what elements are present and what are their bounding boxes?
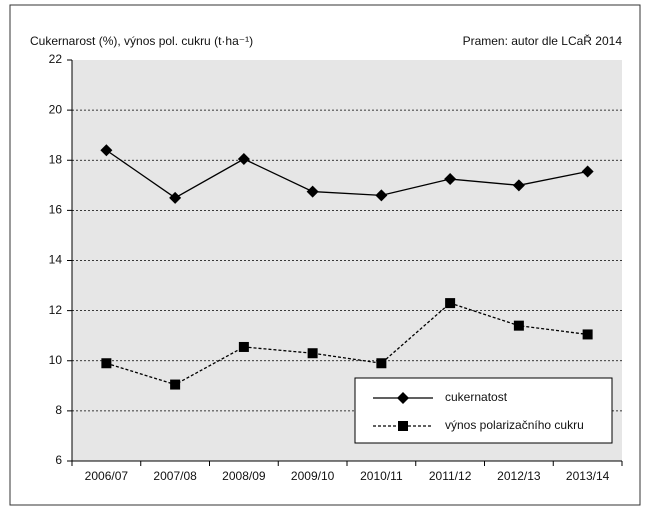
legend-label: cukernatost xyxy=(445,390,508,404)
y-tick-label: 10 xyxy=(49,353,63,367)
y-tick-label: 20 xyxy=(49,102,63,116)
marker xyxy=(581,165,594,178)
series-line xyxy=(106,149,588,199)
marker xyxy=(512,179,525,192)
marker xyxy=(238,341,249,352)
marker xyxy=(101,358,112,369)
x-tick-label: 2008/09 xyxy=(222,469,266,483)
y-tick-label: 8 xyxy=(55,403,62,417)
x-tick-label: 2007/08 xyxy=(153,469,197,483)
marker xyxy=(170,379,181,390)
y-tick-label: 18 xyxy=(49,152,63,166)
x-tick-label: 2012/13 xyxy=(497,469,541,483)
marker xyxy=(513,320,524,331)
y-tick-label: 12 xyxy=(49,303,63,317)
marker xyxy=(397,392,409,404)
marker xyxy=(398,421,408,431)
legend-label: výnos polarizačního cukru xyxy=(445,418,584,432)
marker xyxy=(444,173,457,186)
marker xyxy=(375,189,388,202)
x-tick-label: 2010/11 xyxy=(360,469,403,483)
x-tick-label: 2006/07 xyxy=(85,469,129,483)
source: Pramen: autor dle LCaŘ 2014 xyxy=(463,33,623,48)
marker xyxy=(376,358,387,369)
y-tick-label: 14 xyxy=(49,253,63,267)
marker xyxy=(307,348,318,359)
chart-title: Cukernarost (%), výnos pol. cukru (t·ha⁻… xyxy=(30,34,253,48)
y-tick-label: 16 xyxy=(49,203,63,217)
x-tick-label: 2011/12 xyxy=(429,469,472,483)
x-tick-label: 2009/10 xyxy=(291,469,335,483)
y-tick-label: 6 xyxy=(55,453,62,467)
legend xyxy=(354,377,613,444)
x-tick-label: 2013/14 xyxy=(566,469,610,483)
marker xyxy=(100,144,113,157)
y-tick-label: 22 xyxy=(49,52,63,66)
marker xyxy=(169,191,182,204)
marker xyxy=(582,329,593,340)
series-line xyxy=(106,302,588,386)
marker xyxy=(306,185,319,198)
marker xyxy=(237,152,250,165)
marker xyxy=(445,298,456,309)
